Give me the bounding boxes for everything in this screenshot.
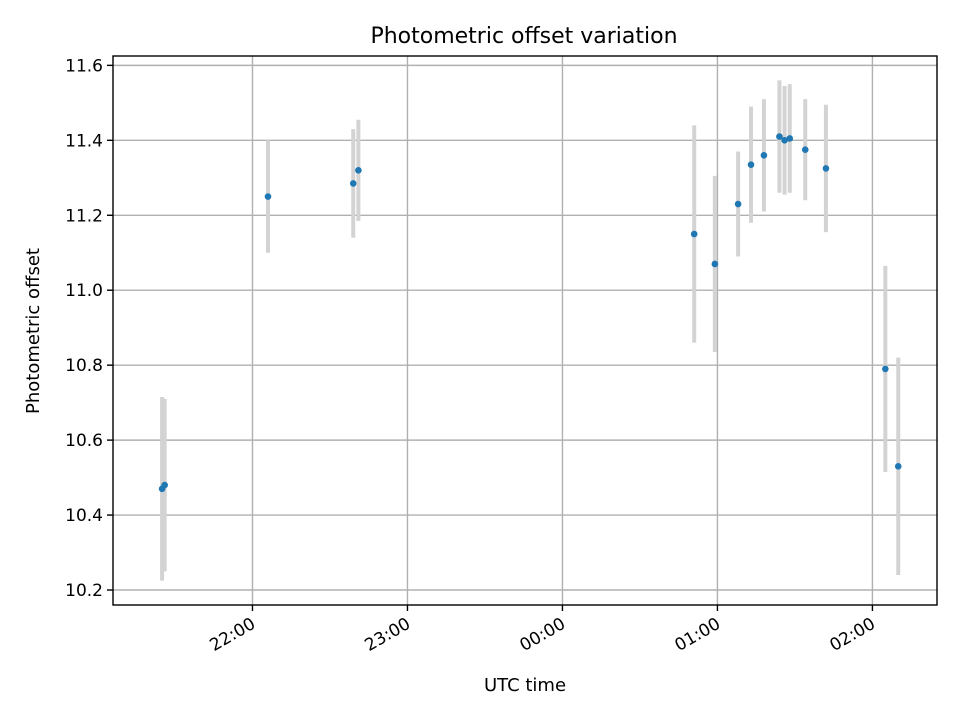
y-tick-label: 11.6 (65, 56, 103, 76)
y-tick-label: 11.0 (65, 281, 103, 301)
data-point (801, 146, 809, 153)
x-tick-label: 23:00 (362, 614, 414, 656)
y-tick-label: 10.2 (65, 581, 103, 601)
data-point (349, 180, 357, 187)
data-point (894, 463, 902, 470)
data-point (822, 165, 830, 172)
y-axis-label: Photometric offset (23, 248, 44, 414)
data-point (690, 230, 698, 238)
data-points (158, 133, 902, 493)
x-tick-label: 01:00 (672, 614, 724, 656)
x-tick-label: 00:00 (517, 614, 569, 656)
data-point (711, 260, 719, 268)
x-axis-ticks: 22:00 23:00 00:00 01:00 02:00 (207, 605, 879, 656)
y-tick-label: 10.8 (65, 356, 103, 376)
data-point (781, 137, 788, 144)
plot-frame (112, 55, 938, 606)
data-point (760, 152, 768, 159)
y-axis-ticks: 10.2 10.4 10.6 10.8 11.0 11.2 11.4 11.6 (65, 56, 113, 601)
grid (113, 56, 937, 605)
y-tick-label: 11.4 (65, 131, 103, 151)
data-point (882, 365, 889, 373)
data-point (161, 481, 168, 489)
x-tick-label: 02:00 (826, 614, 878, 656)
data-point (264, 193, 272, 200)
data-point (776, 133, 783, 140)
x-axis-label: UTC time (484, 675, 566, 696)
x-tick-label: 22:00 (207, 614, 259, 656)
y-tick-label: 10.4 (65, 506, 103, 526)
y-tick-label: 11.2 (65, 206, 103, 226)
data-point (355, 166, 362, 174)
data-point (786, 135, 794, 142)
data-point (734, 200, 742, 208)
y-tick-label: 10.6 (65, 431, 103, 451)
error-bars (160, 80, 901, 581)
data-point (747, 161, 755, 168)
chart-title: Photometric offset variation (370, 24, 677, 49)
